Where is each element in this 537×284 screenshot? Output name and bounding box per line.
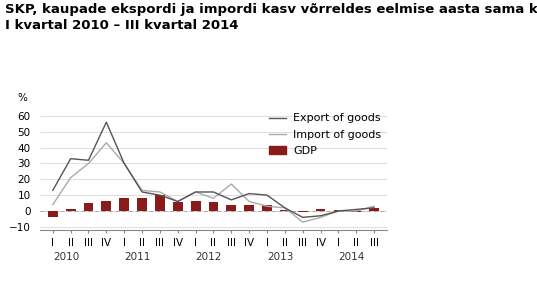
Bar — [66, 209, 76, 211]
Bar — [244, 205, 254, 211]
Bar — [333, 210, 343, 211]
Bar — [155, 195, 165, 211]
Bar — [208, 202, 219, 211]
Legend: Export of goods, Import of goods, GDP: Export of goods, Import of goods, GDP — [268, 114, 381, 156]
Bar — [298, 211, 308, 212]
Bar — [351, 211, 361, 212]
Bar — [262, 205, 272, 211]
Bar — [369, 208, 379, 211]
Text: 2013: 2013 — [267, 252, 293, 262]
Text: 2011: 2011 — [124, 252, 150, 262]
Bar — [316, 209, 325, 211]
Bar — [280, 210, 290, 211]
Text: %: % — [18, 93, 27, 103]
Text: SKP, kaupade ekspordi ja impordi kasv võrreldes eelmise aasta sama kvartaliga,
I: SKP, kaupade ekspordi ja impordi kasv võ… — [5, 3, 537, 32]
Bar — [101, 201, 111, 211]
Bar — [48, 211, 57, 217]
Text: 2010: 2010 — [53, 252, 79, 262]
Bar — [227, 205, 236, 211]
Text: 2012: 2012 — [195, 252, 222, 262]
Bar — [84, 203, 93, 211]
Bar — [137, 198, 147, 211]
Bar — [119, 198, 129, 211]
Bar — [191, 201, 200, 211]
Bar — [173, 202, 183, 211]
Text: 2014: 2014 — [338, 252, 365, 262]
